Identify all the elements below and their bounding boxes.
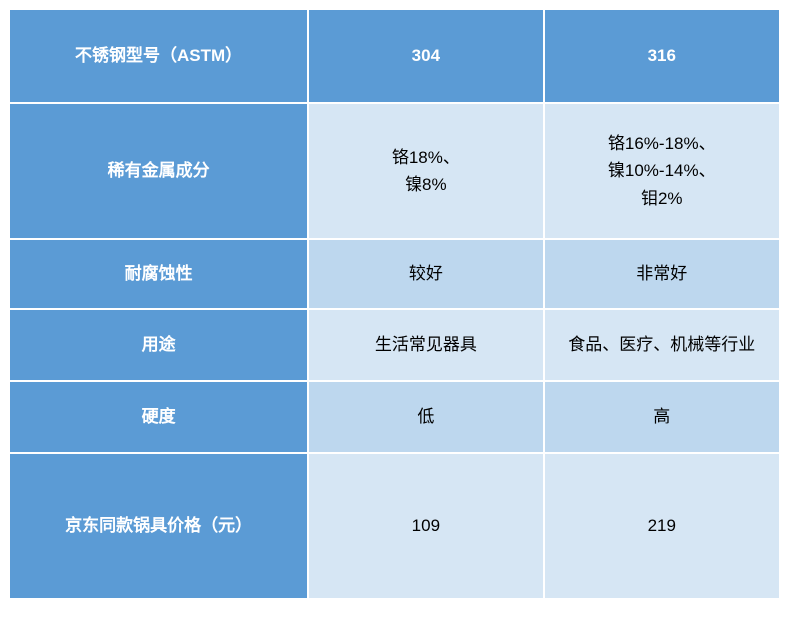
table-row: 硬度 低 高 — [9, 381, 780, 453]
row-label-use: 用途 — [9, 309, 308, 381]
stainless-steel-comparison-table: 不锈钢型号（ASTM） 304 316 稀有金属成分 铬18%、镍8% 铬16%… — [8, 8, 781, 600]
cell-304-corrosion: 较好 — [308, 239, 543, 309]
cell-316-hardness: 高 — [544, 381, 780, 453]
cell-304-use: 生活常见器具 — [308, 309, 543, 381]
table-row: 京东同款锅具价格（元） 109 219 — [9, 453, 780, 599]
header-label: 不锈钢型号（ASTM） — [9, 9, 308, 103]
cell-304-hardness: 低 — [308, 381, 543, 453]
cell-316-use: 食品、医疗、机械等行业 — [544, 309, 780, 381]
header-col-316: 316 — [544, 9, 780, 103]
table-row: 稀有金属成分 铬18%、镍8% 铬16%-18%、镍10%-14%、钼2% — [9, 103, 780, 239]
table-row: 用途 生活常见器具 食品、医疗、机械等行业 — [9, 309, 780, 381]
header-col-304: 304 — [308, 9, 543, 103]
cell-304-composition: 铬18%、镍8% — [308, 103, 543, 239]
row-label-hardness: 硬度 — [9, 381, 308, 453]
row-label-corrosion: 耐腐蚀性 — [9, 239, 308, 309]
cell-316-composition: 铬16%-18%、镍10%-14%、钼2% — [544, 103, 780, 239]
row-label-price: 京东同款锅具价格（元） — [9, 453, 308, 599]
table-header-row: 不锈钢型号（ASTM） 304 316 — [9, 9, 780, 103]
cell-316-price: 219 — [544, 453, 780, 599]
cell-316-corrosion: 非常好 — [544, 239, 780, 309]
table-row: 耐腐蚀性 较好 非常好 — [9, 239, 780, 309]
cell-304-price: 109 — [308, 453, 543, 599]
row-label-composition: 稀有金属成分 — [9, 103, 308, 239]
